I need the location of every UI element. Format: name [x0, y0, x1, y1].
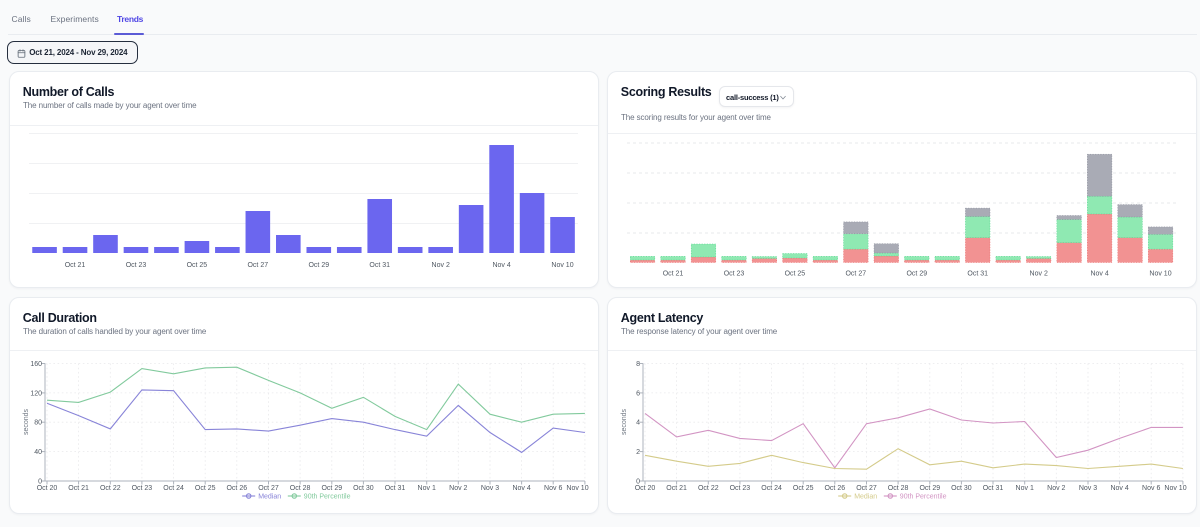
- svg-text:Oct 25: Oct 25: [793, 485, 814, 492]
- svg-text:0: 0: [636, 478, 640, 485]
- svg-text:Nov 6: Nov 6: [544, 485, 562, 492]
- svg-text:Nov 1: Nov 1: [418, 485, 436, 492]
- svg-text:Oct 21: Oct 21: [666, 485, 687, 492]
- svg-text:Oct 30: Oct 30: [951, 485, 972, 492]
- svg-text:Oct 23: Oct 23: [724, 270, 745, 277]
- svg-text:Nov 10: Nov 10: [1164, 485, 1186, 492]
- svg-text:Nov 4: Nov 4: [512, 485, 530, 492]
- svg-text:4: 4: [636, 419, 640, 426]
- svg-text:80: 80: [34, 419, 42, 426]
- svg-text:Nov 2: Nov 2: [1047, 485, 1065, 492]
- svg-text:90th Percentile: 90th Percentile: [304, 493, 351, 500]
- svg-text:Oct 29: Oct 29: [919, 485, 940, 492]
- svg-text:Oct 31: Oct 31: [385, 485, 406, 492]
- svg-text:Oct 21: Oct 21: [65, 262, 86, 269]
- svg-text:Oct 20: Oct 20: [37, 485, 58, 492]
- svg-text:Nov 10: Nov 10: [551, 262, 573, 269]
- svg-text:Nov 6: Nov 6: [1142, 485, 1160, 492]
- svg-text:Oct 27: Oct 27: [247, 262, 268, 269]
- svg-text:Oct 23: Oct 23: [126, 262, 147, 269]
- svg-text:40: 40: [34, 449, 42, 456]
- svg-text:Oct 25: Oct 25: [187, 262, 208, 269]
- svg-text:Median: Median: [854, 493, 877, 500]
- svg-text:seconds: seconds: [23, 408, 30, 435]
- svg-text:seconds: seconds: [621, 408, 628, 435]
- svg-text:2: 2: [636, 449, 640, 456]
- svg-text:Nov 2: Nov 2: [449, 485, 467, 492]
- svg-text:Oct 22: Oct 22: [100, 485, 121, 492]
- svg-text:Nov 10: Nov 10: [566, 485, 588, 492]
- svg-text:Oct 24: Oct 24: [163, 485, 184, 492]
- svg-text:Oct 31: Oct 31: [967, 270, 988, 277]
- svg-text:Nov 3: Nov 3: [481, 485, 499, 492]
- svg-text:120: 120: [30, 390, 42, 397]
- svg-text:8: 8: [636, 360, 640, 367]
- svg-text:0: 0: [38, 478, 42, 485]
- svg-text:Oct 31: Oct 31: [983, 485, 1004, 492]
- svg-text:6: 6: [636, 390, 640, 397]
- svg-text:Oct 23: Oct 23: [132, 485, 153, 492]
- svg-text:Oct 24: Oct 24: [761, 485, 782, 492]
- svg-text:Oct 25: Oct 25: [785, 270, 806, 277]
- svg-text:Oct 29: Oct 29: [308, 262, 329, 269]
- svg-text:Oct 27: Oct 27: [856, 485, 877, 492]
- svg-text:Nov 4: Nov 4: [492, 262, 510, 269]
- svg-text:Nov 1: Nov 1: [1016, 485, 1034, 492]
- svg-text:160: 160: [30, 360, 42, 367]
- svg-text:Oct 26: Oct 26: [226, 485, 247, 492]
- svg-text:Oct 30: Oct 30: [353, 485, 374, 492]
- svg-text:Nov 2: Nov 2: [1030, 270, 1048, 277]
- svg-text:Oct 22: Oct 22: [698, 485, 719, 492]
- svg-text:Oct 29: Oct 29: [321, 485, 342, 492]
- svg-text:Oct 26: Oct 26: [824, 485, 845, 492]
- svg-text:Nov 2: Nov 2: [432, 262, 450, 269]
- svg-text:Oct 29: Oct 29: [906, 270, 927, 277]
- svg-text:Oct 21: Oct 21: [68, 485, 89, 492]
- svg-text:Nov 4: Nov 4: [1090, 270, 1108, 277]
- svg-text:Oct 27: Oct 27: [258, 485, 279, 492]
- svg-text:Median: Median: [258, 493, 281, 500]
- svg-text:Oct 28: Oct 28: [290, 485, 311, 492]
- svg-text:Nov 3: Nov 3: [1079, 485, 1097, 492]
- svg-text:Nov 10: Nov 10: [1149, 270, 1171, 277]
- svg-text:Oct 31: Oct 31: [369, 262, 390, 269]
- svg-text:Oct 20: Oct 20: [635, 485, 656, 492]
- svg-text:Oct 28: Oct 28: [888, 485, 909, 492]
- svg-text:Oct 21: Oct 21: [663, 270, 684, 277]
- svg-text:Oct 27: Oct 27: [845, 270, 866, 277]
- svg-text:Oct 23: Oct 23: [730, 485, 751, 492]
- svg-text:Oct 25: Oct 25: [195, 485, 216, 492]
- svg-text:90th Percentile: 90th Percentile: [900, 493, 947, 500]
- svg-text:Nov 4: Nov 4: [1110, 485, 1128, 492]
